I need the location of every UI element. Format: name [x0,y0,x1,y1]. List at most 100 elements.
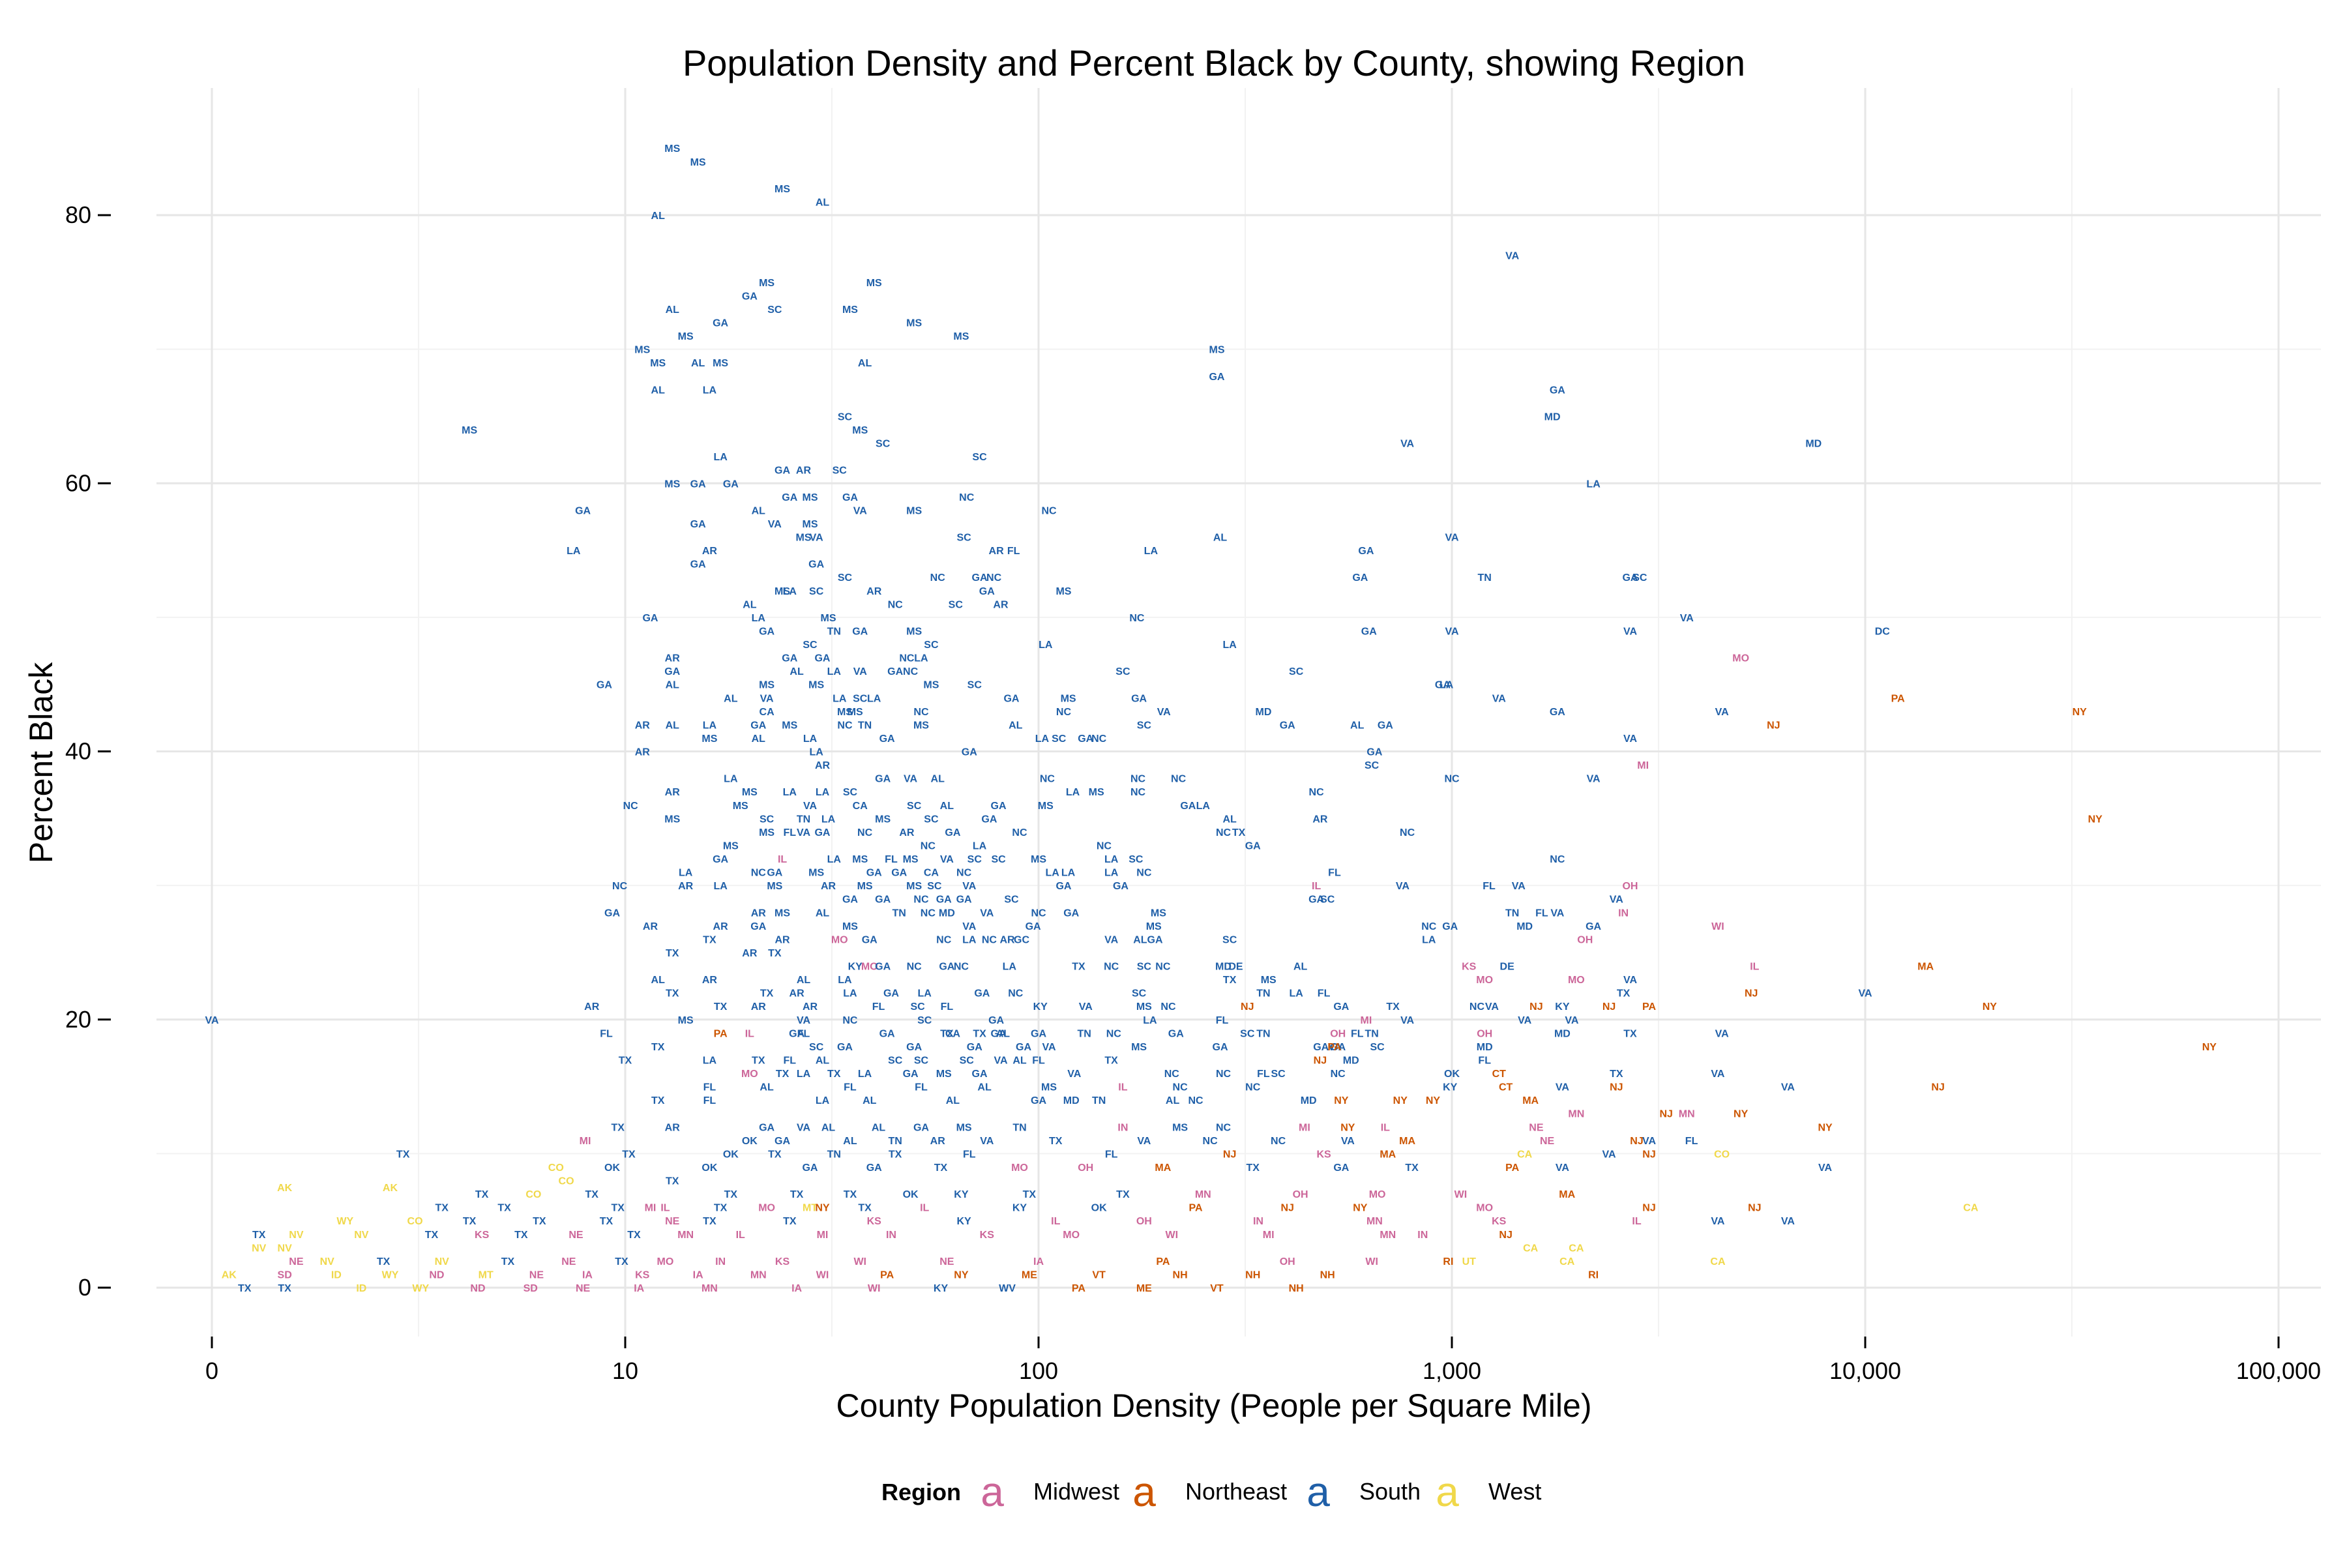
data-point: AR [751,1001,767,1013]
data-point: CA [853,801,868,812]
data-point: CA [1963,1203,1979,1214]
data-point: ND [470,1283,485,1294]
data-point: AR [713,921,729,932]
data-point: MI [1263,1230,1275,1241]
data-point: NC [1216,1069,1232,1080]
data-point: MI [1360,1015,1372,1026]
data-point: MI [1637,760,1649,771]
data-point: TN [797,814,810,825]
data-point: CO [525,1189,541,1200]
axes: 0 20 40 60 80 0 10 100 1,000 10,000 100,000 [65,201,2321,1384]
data-point: GA [1113,881,1129,892]
data-point: FL [1535,908,1548,919]
data-point: GA [1442,921,1458,932]
data-point: VA [1623,626,1637,637]
data-point: AR [993,599,1009,610]
data-point: FL [1328,868,1341,879]
data-point: GA [1378,720,1393,731]
data-point: LA [1061,868,1076,879]
data-point: MS [690,157,706,168]
data-point: AL [651,975,666,986]
data-point: IL [1118,1082,1127,1093]
data-point: NC [1469,1001,1485,1013]
data-point: MS [956,1122,972,1133]
data-point: NC [1309,787,1325,798]
data-point: NC [612,881,628,892]
data-point: NC [899,653,915,664]
data-point: LA [679,868,693,879]
data-point: MO [741,1069,758,1080]
data-point: GA [723,479,739,490]
data-point: NY [1734,1109,1749,1120]
data-point: NC [1056,707,1072,718]
data-point: NV [278,1243,293,1254]
data-point: NY [1426,1095,1441,1106]
data-point: NC [1129,613,1145,624]
data-point: TX [1610,1069,1623,1080]
data-point: MS [842,304,858,316]
data-point: SD [278,1269,292,1280]
data-point: FL [784,827,797,838]
data-point: NY [1818,1122,1833,1133]
data-point: GA [814,653,830,664]
grid-lines [156,88,2321,1337]
data-point: GA [972,1069,988,1080]
data-point: MS [678,1015,694,1026]
data-point: OK [1091,1203,1107,1214]
data-point: MS [723,840,739,851]
data-point: LA [858,1069,872,1080]
data-point: AL [843,1136,857,1147]
y-tick-label: 80 [65,201,91,228]
data-point: AR [678,881,694,892]
data-point: GA [1055,881,1071,892]
data-point: VA [1587,774,1601,785]
data-point: AL [752,505,766,516]
data-point: IA [634,1283,644,1294]
data-point: NC [1104,962,1119,973]
data-point: LA [783,586,797,597]
data-point: LA [1039,640,1053,651]
data-point: DE [1500,962,1515,973]
data-point: VA [1104,934,1118,945]
data-point: AL [760,1082,774,1093]
data-point: KS [475,1230,490,1241]
data-point: NC [913,895,929,906]
data-point: VA [994,1055,1007,1066]
data-point: MS [913,720,929,731]
data-point: TX [1023,1189,1037,1200]
data-point: FL [963,1149,976,1160]
data-point: TX [760,988,774,999]
data-point: MS [1151,908,1166,919]
legend-title: Region [881,1479,961,1505]
data-point: AR [775,934,790,945]
data-point: AR [803,1001,818,1013]
data-point: MN [677,1230,694,1241]
data-point: KS [867,1216,882,1227]
data-point: MS [866,278,882,289]
data-point: TX [600,1216,613,1227]
data-point: VA [1157,707,1171,718]
data-point: GA [866,868,882,879]
data-point: NC [1203,1136,1218,1147]
x-tick-label: 10,000 [1829,1357,1901,1384]
data-point: GA [981,814,997,825]
data-point: MS [678,331,694,342]
data-point: MD [1215,962,1232,973]
data-point: LA [703,385,717,396]
data-point: GA [789,1028,804,1039]
data-point: KY [1443,1082,1458,1093]
data-point: NY [815,1203,830,1214]
data-point: TX [252,1230,266,1241]
data-point: SC [1132,988,1147,999]
data-point: SC [1240,1028,1255,1039]
data-point: SC [1632,572,1647,584]
data-point: GA [1078,733,1093,745]
data-point: GA [837,1042,853,1053]
data-point: WI [1711,921,1724,932]
data-point: SC [843,787,858,798]
data-point: MA [1522,1095,1539,1106]
data-point: AL [752,733,766,745]
data-point: GA [875,774,891,785]
data-point: TX [940,1028,954,1039]
data-point: LA [1143,1015,1157,1026]
